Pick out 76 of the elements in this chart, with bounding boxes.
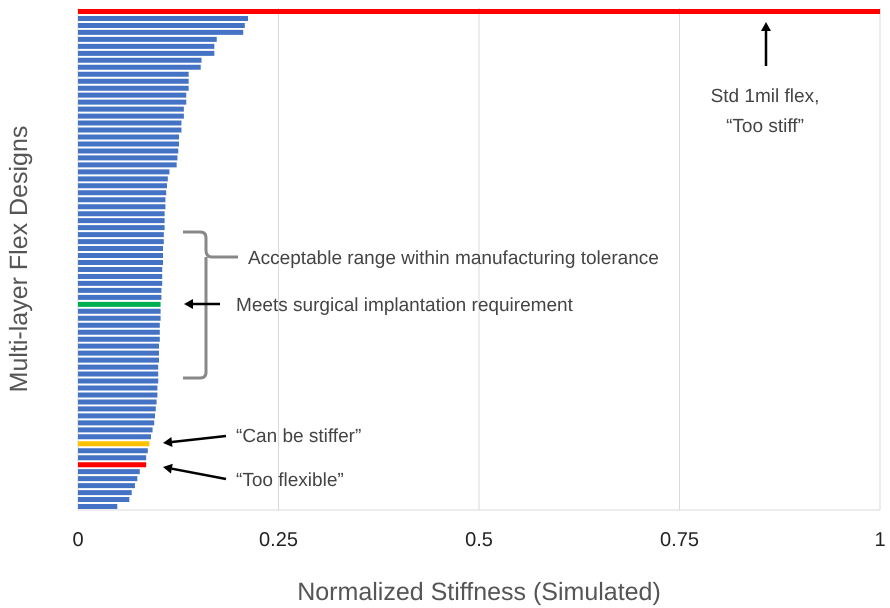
bar [78,266,162,272]
x-tick-label: 0.5 [465,529,493,552]
bar [78,316,161,321]
annotation: Meets surgical implantation requirement [236,294,574,318]
bar [78,399,157,404]
bar [78,16,248,21]
bar [78,155,178,160]
bar [78,58,202,63]
bar [78,434,151,440]
y-axis-title: Multi-layer Flex Designs [4,126,33,392]
bar [78,420,154,426]
bar [78,239,164,244]
bar [78,469,140,474]
annotation: Acceptable range within manufacturing tolerance [248,247,660,271]
bar [78,253,164,258]
x-tick-label: 0.75 [660,529,699,552]
bar [78,441,150,446]
bar [78,358,159,363]
bar [78,44,214,49]
bar [78,128,182,133]
bar [78,120,182,126]
bar [78,246,164,252]
bar [78,476,138,482]
bar [78,490,132,496]
bar [78,134,180,140]
bar [78,218,165,224]
bar [78,92,186,98]
bar [78,260,164,265]
bar [78,64,201,70]
bar [78,100,186,105]
annotation: Std 1mil flex, “Too stiff” [710,85,820,139]
bar [78,50,214,56]
bar [78,406,156,412]
bar [78,30,244,35]
bar [78,350,159,356]
bar [78,274,162,279]
bar [78,364,158,370]
x-tick-label: 1 [874,529,886,552]
bar [78,36,217,42]
bar [78,280,162,286]
bar [78,372,158,377]
bar [78,162,177,168]
bar [78,106,184,112]
bar [78,9,880,14]
bar [78,392,158,398]
bar [78,141,180,146]
bar [78,413,155,418]
bar [78,86,189,91]
bar [78,386,158,390]
bar [78,294,162,300]
annotation: “Can be stiffer” [236,425,362,449]
bar [78,336,160,342]
bar [78,483,135,488]
bar [78,344,159,349]
bar [78,169,170,174]
bar [78,308,161,314]
annotation: “Too flexible” [236,469,345,493]
bar [78,211,165,216]
bar [78,378,158,384]
bar [78,497,130,502]
bar [78,114,184,119]
bar [78,22,245,28]
bar [78,183,168,188]
bar [78,504,118,510]
bar [78,176,168,182]
bar [78,288,162,293]
bar [78,232,164,238]
bar [78,225,165,230]
bar [78,462,146,468]
x-tick-label: 0.25 [259,529,298,552]
x-axis-title: Normalized Stiffness (Simulated) [297,578,661,606]
bar [78,148,178,154]
x-tick-label: 0 [72,529,84,552]
bar [78,302,161,307]
bar [78,190,166,196]
bar [78,427,153,432]
